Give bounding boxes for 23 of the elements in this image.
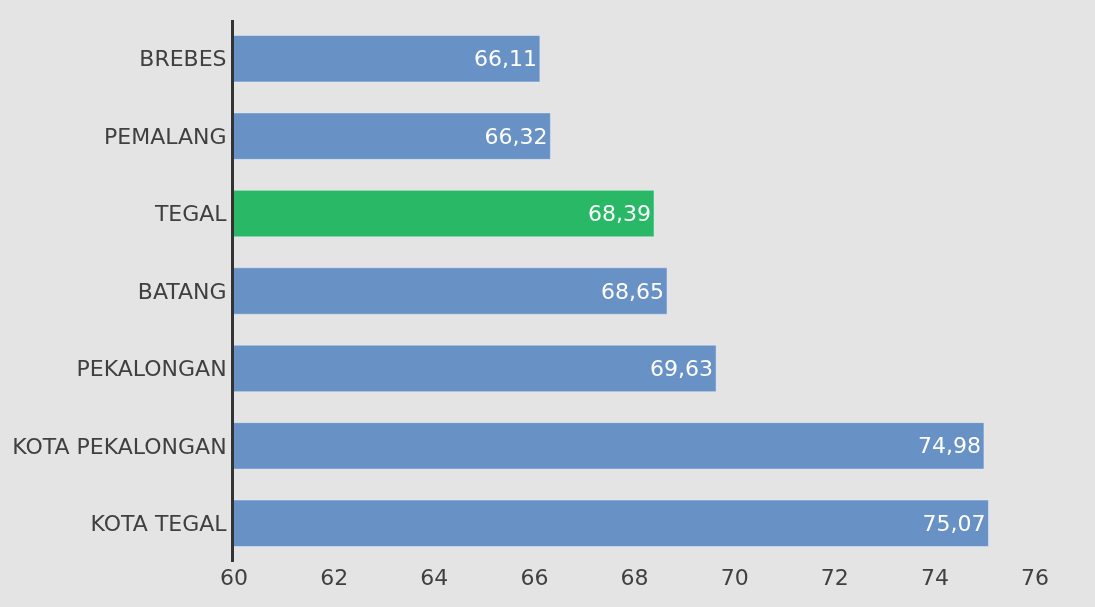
x-tick-label: 66	[520, 565, 549, 590]
x-tick-label: 68	[620, 565, 649, 590]
y-tick-label: KOTA TEGAL	[90, 510, 228, 536]
x-tick-label: 76	[1021, 565, 1049, 590]
data-label: 68,39	[588, 201, 652, 227]
y-tick-label: KOTA PEKALONGAN	[12, 433, 227, 459]
data-label: 75,07	[922, 510, 986, 536]
y-tick-label: BREBES	[139, 46, 227, 72]
data-label: 69,63	[650, 355, 714, 381]
data-label: 68,65	[601, 278, 665, 304]
y-tick-label: PEKALONGAN	[76, 356, 227, 382]
data-label: 74,98	[917, 433, 981, 459]
data-label: 66,32	[484, 123, 548, 149]
x-tick-label: 60	[220, 565, 248, 590]
y-tick-label: PEMALANG	[104, 123, 227, 149]
x-tick-label: 74	[920, 565, 949, 590]
y-tick-label: BATANG	[137, 278, 227, 304]
x-tick-label: 62	[320, 565, 349, 590]
x-tick-label: 72	[820, 565, 849, 590]
data-label: 66,11	[473, 46, 537, 72]
x-tick-label: 70	[720, 565, 749, 590]
y-tick-label: TEGAL	[153, 201, 228, 227]
x-tick-label: 64	[420, 565, 449, 590]
